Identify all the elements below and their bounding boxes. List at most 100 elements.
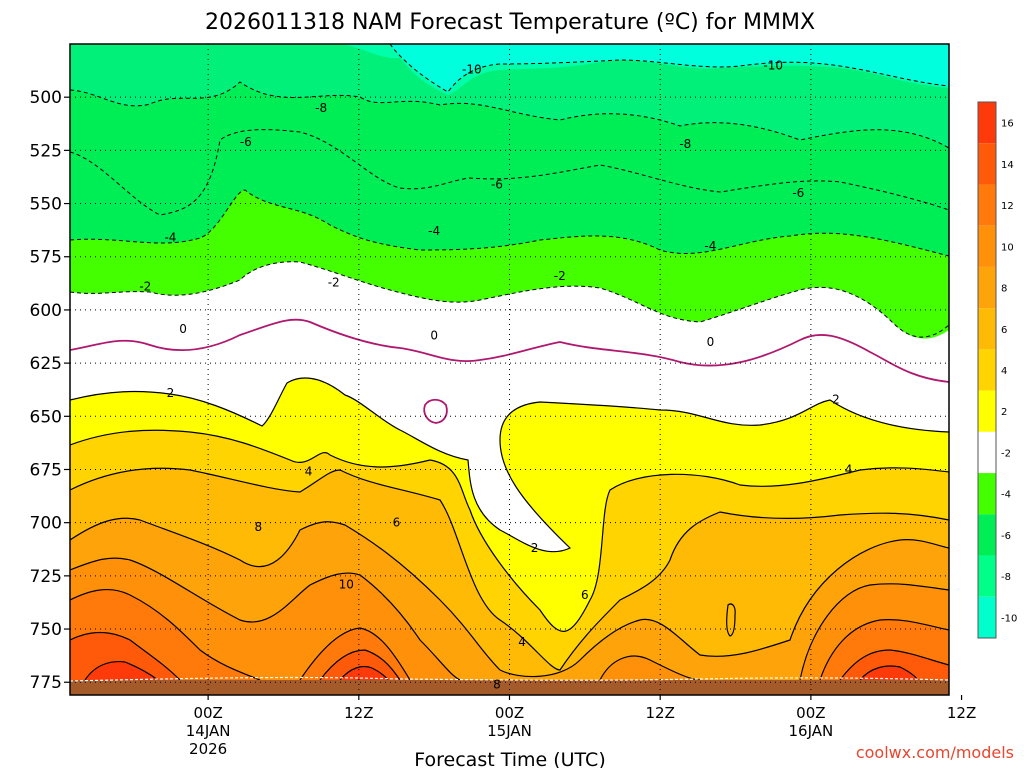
x-tick-label-line1: 12Z — [645, 704, 674, 722]
y-tick-label: 675 — [30, 460, 62, 480]
contour-label-layer: -10 -10 -8 -8 -6 -6 -6 -4 -4 -4 -2 -2 -2 0 0 0 2 2 2 4 4 4 6 6 8… — [139, 58, 853, 691]
x-tick-label-line2: 14JAN — [186, 722, 231, 740]
contour-label: 2 — [167, 386, 175, 400]
x-tick-label-line3: 2026 — [189, 740, 227, 758]
contour-label: 6 — [393, 516, 401, 530]
colorbar-label: 4 — [1001, 366, 1007, 377]
band-orange-10 — [70, 558, 949, 680]
plot-area: -10 -10 -8 -8 -6 -6 -6 -4 -4 -4 -2 -2 -2 0 0 0 2 2 2 4 4 4 6 6 8… — [70, 44, 949, 695]
contour-label: 4 — [305, 465, 313, 479]
closed-contour-ring — [423, 398, 448, 424]
y-tick-label: 725 — [30, 567, 62, 587]
colorbar-swatch — [978, 596, 996, 638]
contour-label: -8 — [679, 137, 691, 151]
contour-label: 4 — [845, 462, 853, 476]
colorbar-label: 16 — [1001, 119, 1014, 130]
colorbar-swatch — [978, 390, 996, 432]
colorbar-swatch — [978, 555, 996, 597]
colorbar-label: -10 — [1001, 613, 1017, 624]
band-green-6 — [70, 44, 949, 148]
y-tick-label: 700 — [30, 514, 62, 534]
y-tick-label: 650 — [30, 407, 62, 427]
y-tick-label: 600 — [30, 301, 62, 321]
warm-contour-2 — [70, 377, 949, 553]
warm-contour-6 — [70, 467, 949, 671]
contour-label: -6 — [792, 186, 804, 200]
colorbar-swatch — [978, 102, 996, 144]
contour-label: 0 — [179, 322, 187, 336]
y-axis: 500 525 550 575 600 625 650 675 700 725 750 775 — [30, 88, 70, 693]
contour-label: -2 — [554, 269, 566, 283]
contour-label: -4 — [164, 231, 176, 245]
contour-label: 4 — [518, 635, 526, 649]
contour-label: -8 — [315, 101, 327, 115]
y-tick-label: 750 — [30, 620, 62, 640]
band-red-14 — [70, 632, 949, 680]
y-tick-label: 775 — [30, 673, 62, 693]
colorbar-swatch — [978, 349, 996, 391]
contour-label: 10 — [339, 577, 354, 591]
colorbar-swatch — [978, 431, 996, 474]
x-axis-title: Forecast Time (UTC) — [414, 749, 605, 768]
warm-contour-16 — [84, 660, 919, 681]
colorbar-label: -4 — [1001, 490, 1011, 501]
grid-lines — [70, 44, 949, 695]
colorbar-swatch — [978, 473, 996, 515]
contour-label: -4 — [704, 239, 716, 253]
small-closed-contour — [726, 603, 736, 637]
credit-text[interactable]: coolwx.com/models — [856, 743, 1014, 762]
x-tick-label-line2: 16JAN — [789, 722, 834, 740]
x-tick-label-line1: 00Z — [495, 704, 524, 722]
band-white-neg2 — [70, 261, 949, 552]
colorbar-label: 2 — [1001, 407, 1007, 418]
y-tick-label: 500 — [30, 88, 62, 108]
contour-label: -2 — [139, 280, 151, 294]
band-cyan-10 — [390, 44, 949, 92]
colorbar-swatch — [978, 225, 996, 267]
colorbar-swatch — [978, 143, 996, 185]
y-tick-label: 525 — [30, 141, 62, 161]
colorbar-swatch — [978, 514, 996, 556]
warm-contour-4 — [70, 429, 949, 632]
contour-label: 2 — [531, 541, 539, 555]
y-tick-label: 625 — [30, 354, 62, 374]
x-tick-label-line1: 00Z — [193, 704, 222, 722]
colorbar-frame — [977, 101, 997, 639]
cold-contour-neg8 — [70, 81, 949, 149]
warm-contour-14 — [70, 631, 949, 681]
colorbar-label: 6 — [1001, 325, 1007, 336]
x-axis: 00Z14JAN202612Z00Z15JAN12Z00Z16JAN12Z00Z… — [186, 695, 976, 758]
contour-label: 0 — [707, 335, 715, 349]
warm-contour-10 — [70, 557, 949, 681]
colorbar-swatch — [978, 308, 996, 350]
surface-line — [70, 676, 949, 682]
contour-label: 8 — [493, 677, 501, 691]
colorbar-label: -8 — [1001, 572, 1011, 583]
contour-label: 2 — [832, 392, 840, 406]
contour-label: -6 — [240, 135, 252, 149]
zero-isotherm — [70, 318, 949, 383]
contour-label: -4 — [428, 224, 440, 238]
x-tick-label-line2: 15JAN — [487, 722, 532, 740]
colorbar-label: 8 — [1001, 284, 1007, 295]
terrain-ground — [70, 680, 949, 695]
contour-label: -10 — [763, 58, 783, 72]
y-tick-label: 550 — [30, 195, 62, 215]
contour-label: -6 — [491, 177, 503, 191]
warm-contour-8 — [70, 517, 949, 678]
colorbar: 16 14 12 10 8 6 4 2 -2 -4 -6 -8 -10 — [977, 101, 1017, 639]
contour-label: 6 — [581, 588, 589, 602]
contour-label: 0 — [430, 328, 438, 342]
colorbar-label: -2 — [1001, 448, 1011, 459]
colorbar-label: -6 — [1001, 531, 1011, 542]
colorbar-label: 14 — [1001, 160, 1014, 171]
x-tick-label-line1: 12Z — [344, 704, 373, 722]
x-tick-label-line1: 12Z — [947, 704, 976, 722]
x-tick-label-line1: 00Z — [796, 704, 825, 722]
colorbar-label: 10 — [1001, 242, 1014, 253]
colorbar-swatch — [978, 184, 996, 226]
colorbar-label: 12 — [1001, 201, 1014, 212]
cold-contour-neg4 — [70, 189, 949, 257]
contour-label: 8 — [255, 520, 263, 534]
